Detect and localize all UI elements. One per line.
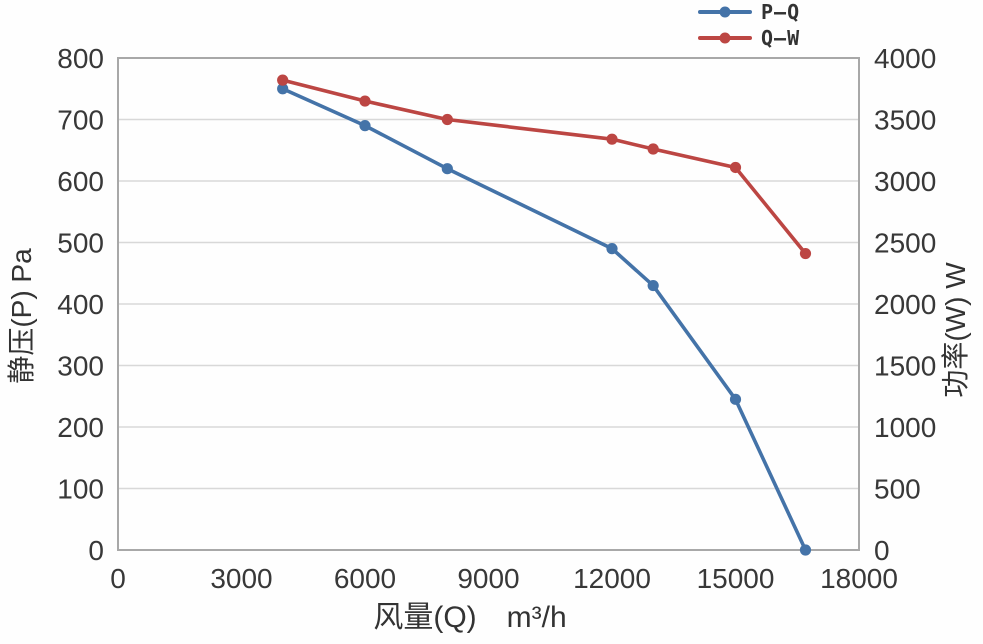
series-line-pq [280, 86, 808, 552]
data-point-marker [799, 247, 812, 260]
x-tick-label: 9000 [457, 563, 519, 594]
x-tick-label: 0 [110, 563, 126, 594]
y-left-tick-label: 100 [57, 474, 104, 505]
legend-item-qw: Q–W [698, 26, 801, 50]
y-left-tick-label: 700 [57, 105, 104, 136]
y-right-tick-label: 1500 [874, 351, 936, 382]
legend-item-pq: P–Q [698, 0, 801, 24]
chart-legend: P–Q Q–W [698, 0, 801, 50]
y-right-tick-label: 0 [874, 535, 890, 566]
x-axis-unit: m³/h [506, 601, 567, 634]
series-line-qw [280, 78, 808, 256]
legend-label-qw: Q–W [761, 26, 801, 50]
x-tick-label: 15000 [697, 563, 775, 594]
legend-label-pq: P–Q [761, 0, 801, 24]
plot-border [117, 57, 860, 551]
data-point-marker [729, 161, 742, 174]
legend-dot-icon [719, 6, 731, 18]
data-point-marker [441, 163, 453, 175]
y-right-tick-label: 4000 [874, 43, 936, 74]
x-axis-title-text: 风量(Q) [373, 601, 477, 634]
data-point-marker [606, 243, 618, 255]
x-tick-label: 6000 [334, 563, 396, 594]
y-left-tick-label: 400 [57, 289, 104, 320]
data-point-marker [647, 279, 659, 292]
data-point-marker [606, 133, 618, 145]
legend-line-marker-pq [698, 6, 752, 18]
data-point-marker [647, 143, 659, 155]
y-left-tick-label: 0 [88, 535, 104, 566]
y-right-tick-label: 3000 [874, 166, 936, 197]
x-tick-label: 3000 [210, 563, 272, 594]
data-point-marker [359, 120, 371, 132]
x-tick-label: 12000 [573, 563, 651, 594]
y-right-tick-label: 500 [874, 474, 921, 505]
left-axis-title: 静压(P) Pa [6, 248, 37, 384]
y-left-tick-label: 800 [57, 43, 104, 74]
data-point-marker [277, 74, 289, 86]
y-right-tick-label: 2500 [874, 228, 936, 259]
data-point-marker [359, 95, 371, 107]
y-left-tick-label: 600 [57, 166, 104, 197]
legend-dot-icon [719, 32, 731, 44]
data-point-marker [799, 544, 812, 556]
y-right-tick-label: 1000 [874, 412, 936, 443]
data-point-marker [729, 393, 742, 405]
y-left-tick-label: 200 [57, 412, 104, 443]
y-left-tick-label: 300 [57, 351, 104, 382]
y-right-tick-label: 2000 [874, 289, 936, 320]
y-right-tick-label: 3500 [874, 105, 936, 136]
legend-line-marker-qw [698, 32, 752, 44]
right-axis-title: 功率(W) W [940, 262, 971, 398]
data-point-marker [277, 83, 289, 95]
x-tick-label: 18000 [820, 563, 898, 594]
data-point-marker [441, 113, 453, 126]
x-axis-title: 风量(Q) m³/h [250, 597, 690, 639]
y-left-tick-label: 500 [57, 228, 104, 259]
